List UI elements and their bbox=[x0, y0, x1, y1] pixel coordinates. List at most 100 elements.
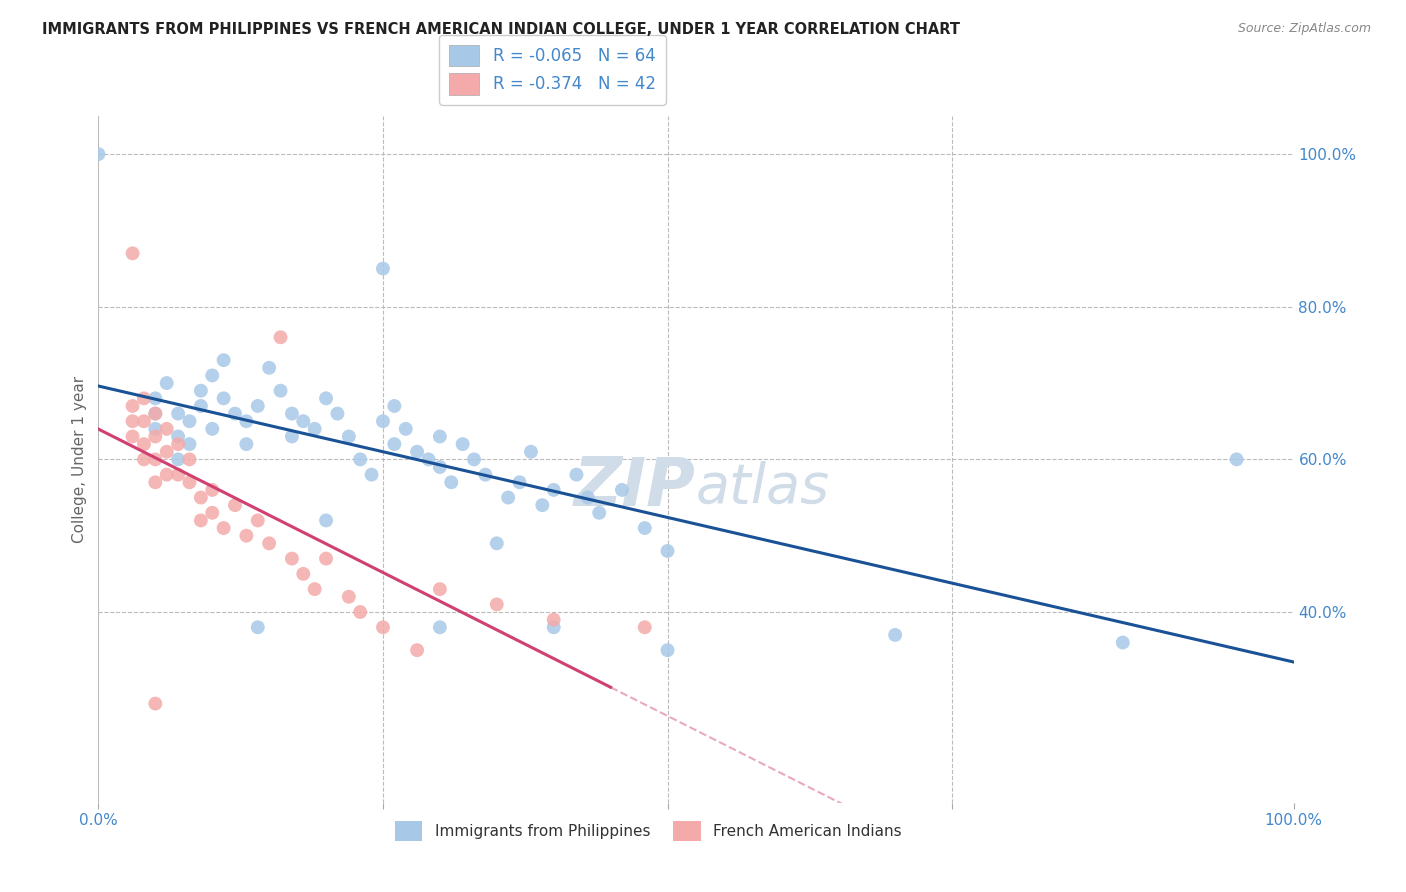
Point bbox=[281, 551, 304, 566]
Point bbox=[315, 392, 337, 406]
Point bbox=[121, 246, 143, 260]
Point bbox=[190, 491, 212, 505]
Point bbox=[212, 392, 235, 406]
Point bbox=[429, 582, 451, 596]
Point bbox=[406, 444, 429, 458]
Point bbox=[634, 521, 657, 535]
Point bbox=[496, 491, 519, 505]
Text: IMMIGRANTS FROM PHILIPPINES VS FRENCH AMERICAN INDIAN COLLEGE, UNDER 1 YEAR CORR: IMMIGRANTS FROM PHILIPPINES VS FRENCH AM… bbox=[42, 22, 960, 37]
Point bbox=[143, 429, 166, 443]
Point bbox=[201, 422, 224, 436]
Text: Source: ZipAtlas.com: Source: ZipAtlas.com bbox=[1237, 22, 1371, 36]
Point bbox=[576, 491, 599, 505]
Point bbox=[132, 452, 155, 467]
Point bbox=[281, 429, 304, 443]
Point bbox=[304, 582, 326, 596]
Point bbox=[179, 475, 201, 490]
Point bbox=[235, 437, 257, 451]
Point bbox=[212, 353, 235, 368]
Point bbox=[337, 590, 360, 604]
Point bbox=[121, 399, 143, 413]
Point bbox=[257, 536, 280, 550]
Point bbox=[382, 437, 405, 451]
Point bbox=[143, 452, 166, 467]
Point bbox=[1112, 635, 1135, 649]
Point bbox=[224, 407, 246, 421]
Point bbox=[485, 536, 508, 550]
Point bbox=[143, 407, 166, 421]
Point bbox=[143, 475, 166, 490]
Point bbox=[87, 147, 110, 161]
Point bbox=[382, 399, 405, 413]
Point bbox=[156, 376, 179, 390]
Point bbox=[292, 566, 315, 581]
Point bbox=[371, 261, 394, 276]
Point bbox=[349, 605, 371, 619]
Point bbox=[657, 544, 679, 558]
Point bbox=[884, 628, 907, 642]
Point bbox=[212, 521, 235, 535]
Point bbox=[531, 498, 554, 512]
Legend: Immigrants from Philippines, French American Indians: Immigrants from Philippines, French Amer… bbox=[389, 814, 907, 847]
Point bbox=[349, 452, 371, 467]
Point bbox=[509, 475, 531, 490]
Point bbox=[634, 620, 657, 634]
Point bbox=[201, 483, 224, 497]
Point bbox=[156, 422, 179, 436]
Point bbox=[156, 444, 179, 458]
Point bbox=[179, 452, 201, 467]
Point bbox=[121, 429, 143, 443]
Point bbox=[167, 407, 190, 421]
Point bbox=[304, 422, 326, 436]
Point bbox=[270, 384, 292, 398]
Point bbox=[451, 437, 474, 451]
Point bbox=[224, 498, 246, 512]
Point bbox=[143, 407, 166, 421]
Text: atlas: atlas bbox=[696, 460, 830, 514]
Point bbox=[440, 475, 463, 490]
Point bbox=[143, 392, 166, 406]
Point bbox=[246, 399, 269, 413]
Point bbox=[315, 551, 337, 566]
Point bbox=[143, 697, 166, 711]
Point bbox=[520, 444, 543, 458]
Point bbox=[418, 452, 440, 467]
Point bbox=[485, 598, 508, 612]
Point bbox=[132, 392, 155, 406]
Point bbox=[179, 414, 201, 428]
Point bbox=[1226, 452, 1249, 467]
Point bbox=[610, 483, 633, 497]
Point bbox=[246, 513, 269, 527]
Point bbox=[190, 513, 212, 527]
Point bbox=[429, 429, 451, 443]
Point bbox=[201, 506, 224, 520]
Point bbox=[326, 407, 349, 421]
Point bbox=[132, 414, 155, 428]
Point bbox=[121, 414, 143, 428]
Point bbox=[235, 414, 257, 428]
Point bbox=[657, 643, 679, 657]
Point bbox=[270, 330, 292, 344]
Point bbox=[395, 422, 418, 436]
Text: ZIP: ZIP bbox=[574, 454, 696, 520]
Point bbox=[429, 460, 451, 475]
Point bbox=[337, 429, 360, 443]
Point bbox=[167, 429, 190, 443]
Point bbox=[588, 506, 610, 520]
Point bbox=[565, 467, 588, 482]
Point bbox=[246, 620, 269, 634]
Point bbox=[190, 399, 212, 413]
Point bbox=[132, 437, 155, 451]
Point bbox=[360, 467, 382, 482]
Point bbox=[315, 513, 337, 527]
Point bbox=[156, 467, 179, 482]
Point bbox=[235, 529, 257, 543]
Point bbox=[406, 643, 429, 657]
Point bbox=[167, 437, 190, 451]
Point bbox=[167, 467, 190, 482]
Point bbox=[281, 407, 304, 421]
Point bbox=[543, 620, 565, 634]
Point bbox=[257, 360, 280, 375]
Point bbox=[190, 384, 212, 398]
Point bbox=[179, 437, 201, 451]
